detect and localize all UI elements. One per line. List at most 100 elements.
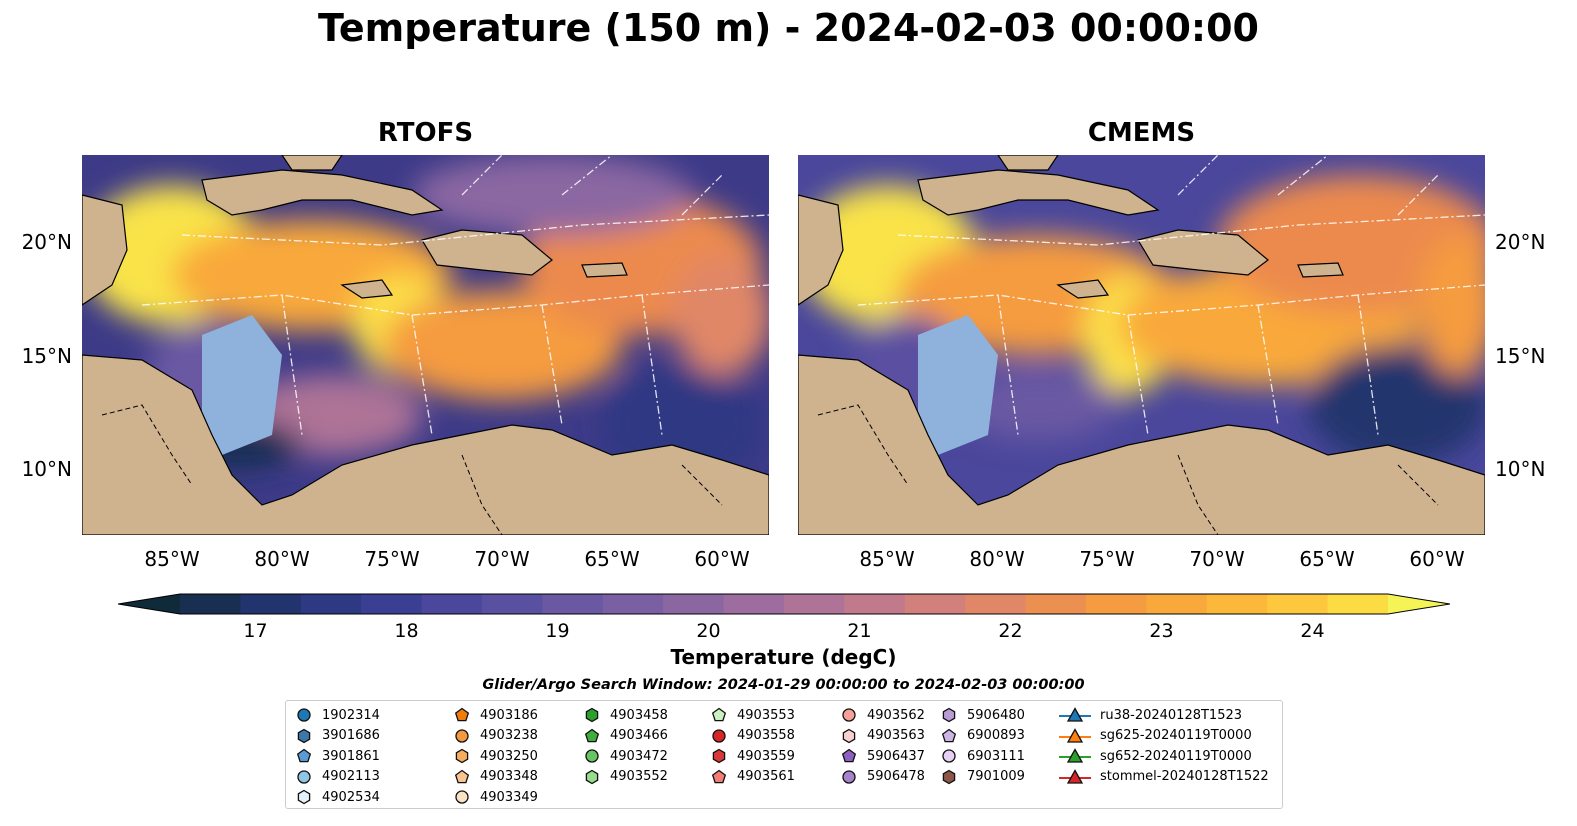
figure-title: Temperature (150 m) - 2024-02-03 00:00:0… [317, 6, 1259, 50]
legend-label: 4903348 [480, 769, 538, 785]
legend-column: ru38-20240128T1523 sg625-20240119T0000 sg6… [1058, 705, 1269, 787]
legend-item: 6903111 [939, 746, 1025, 767]
legend-label: 4903558 [737, 728, 795, 744]
colorbar-tick-label: 23 [1149, 620, 1174, 642]
legend-item: 3901861 [294, 746, 380, 767]
eez-boundaries [857, 155, 1485, 436]
colorbar-segment [602, 594, 664, 614]
legend-label: 1902314 [322, 707, 380, 723]
pentagon-marker-icon [709, 705, 737, 725]
colorbar-segment [663, 594, 725, 614]
colorbar-tick-label: 17 [243, 620, 268, 642]
legend-item: 4903561 [709, 767, 795, 788]
legend: 1902314 3901686 3901861 4902113 4902534 49031… [285, 700, 1283, 809]
pentagon-marker-icon [452, 767, 480, 787]
colorbar-segment [1086, 594, 1147, 614]
colorbar-segment [1025, 594, 1087, 614]
shallow-shelf [202, 315, 282, 455]
lat-tick-10n-left: 10°N [21, 457, 72, 481]
legend-item: 4902113 [294, 767, 380, 788]
hexagon-marker-icon [582, 767, 610, 787]
lon-tick-75w-left: 75°W [364, 547, 420, 571]
colorbar-outline [118, 593, 1450, 615]
legend-item: 3901686 [294, 726, 380, 747]
colorbar-segment [1206, 594, 1268, 614]
map-panel-cmems[interactable] [798, 155, 1485, 535]
lon-tick-80w-right: 80°W [969, 547, 1025, 571]
legend-label: 4902534 [322, 789, 380, 805]
legend-item: sg625-20240119T0000 [1058, 726, 1269, 747]
colorbar-segment [361, 594, 423, 614]
legend-label: 4903472 [610, 748, 668, 764]
legend-item: 4903563 [839, 726, 925, 747]
triangle-line-marker-icon [1058, 726, 1100, 746]
circle-marker-icon [294, 767, 322, 787]
legend-item: 4903466 [582, 726, 668, 747]
legend-label: ru38-20240128T1523 [1100, 707, 1243, 723]
legend-label: 5906437 [867, 748, 925, 764]
legend-label: 5906480 [967, 707, 1025, 723]
shallow-shelf [918, 315, 998, 455]
colorbar-extend-low [118, 594, 180, 614]
hexagon-marker-icon [582, 705, 610, 725]
lon-tick-85w-left: 85°W [144, 547, 200, 571]
legend-item: 4903349 [452, 787, 538, 808]
legend-item: 5906437 [839, 746, 925, 767]
colorbar-segment [300, 594, 362, 614]
legend-column: 5906480 6900893 6903111 7901009 [939, 705, 1025, 787]
legend-item: 5906480 [939, 705, 1025, 726]
legend-label: 4902113 [322, 769, 380, 785]
lat-tick-10n-right: 10°N [1495, 457, 1546, 481]
legend-label: 5906478 [867, 769, 925, 785]
colorbar-label: Temperature (degC) [670, 645, 897, 669]
hexagon-marker-icon [452, 746, 480, 766]
eez-boundaries [141, 155, 769, 436]
lon-tick-60w-left: 60°W [694, 547, 750, 571]
legend-label: 7901009 [967, 769, 1025, 785]
map-panel-rtofs[interactable] [82, 155, 769, 535]
legend-item: 4903186 [452, 705, 538, 726]
country-borders [101, 404, 723, 535]
triangle-line-marker-icon [1058, 746, 1100, 766]
lat-tick-20n-left: 20°N [21, 230, 72, 254]
lon-tick-60w-right: 60°W [1409, 547, 1465, 571]
colorbar-segment [1146, 594, 1208, 614]
colorbar-segment [421, 594, 483, 614]
legend-label: 4903238 [480, 728, 538, 744]
legend-label: 4903559 [737, 748, 795, 764]
legend-label: 4903562 [867, 707, 925, 723]
circle-marker-icon [294, 705, 322, 725]
lat-tick-20n-right: 20°N [1495, 230, 1546, 254]
circle-marker-icon [452, 787, 480, 807]
colorbar-tick-label: 21 [847, 620, 872, 642]
colorbar-tick-label: 19 [545, 620, 570, 642]
colorbar-segment [1267, 594, 1329, 614]
legend-column: 4903553 4903558 4903559 4903561 [709, 705, 795, 787]
lon-tick-80w-left: 80°W [254, 547, 310, 571]
lon-tick-85w-right: 85°W [859, 547, 915, 571]
legend-label: sg652-20240119T0000 [1100, 748, 1252, 764]
colorbar-segment [844, 594, 906, 614]
colorbar-segment [784, 594, 845, 614]
triangle-line-marker-icon [1058, 767, 1100, 787]
search-window-caption: Glider/Argo Search Window: 2024-01-29 00… [482, 677, 1085, 693]
legend-label: 4903250 [480, 748, 538, 764]
lon-tick-65w-right: 65°W [1299, 547, 1355, 571]
legend-label: 4903563 [867, 728, 925, 744]
pentagon-marker-icon [452, 705, 480, 725]
pentagon-marker-icon [582, 726, 610, 746]
colorbar-segment [240, 594, 302, 614]
circle-marker-icon [452, 726, 480, 746]
legend-item: 4903558 [709, 726, 795, 747]
colorbar-tick-label: 24 [1300, 620, 1325, 642]
country-borders [817, 404, 1439, 535]
legend-item: 7901009 [939, 767, 1025, 788]
colorbar-segment [723, 594, 785, 614]
hexagon-marker-icon [294, 726, 322, 746]
colorbar-tick-label: 22 [998, 620, 1023, 642]
circle-marker-icon [839, 705, 867, 725]
legend-item: 4903562 [839, 705, 925, 726]
colorbar [118, 593, 1450, 615]
legend-column: 4903562 4903563 5906437 5906478 [839, 705, 925, 787]
colorbar-segment [904, 594, 966, 614]
